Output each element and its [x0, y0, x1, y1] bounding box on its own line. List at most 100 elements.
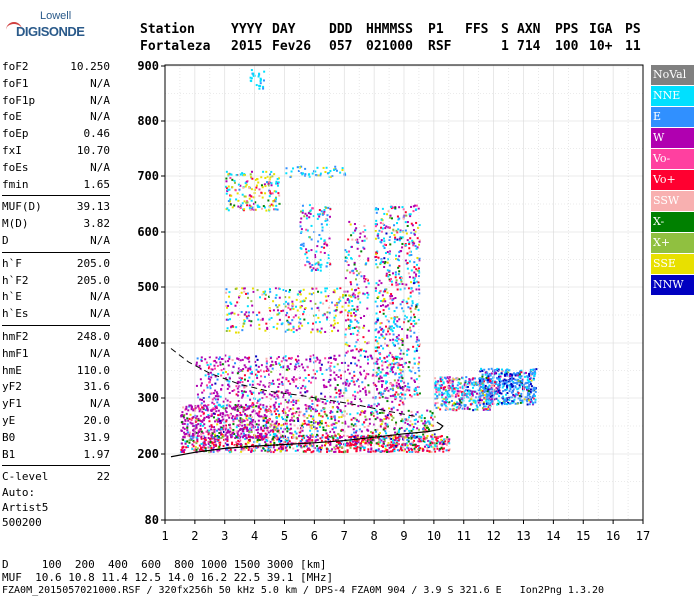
header-label: FFS	[465, 22, 489, 37]
real-height-profile-line	[170, 421, 444, 458]
x-tick-label: 3	[221, 529, 228, 543]
header-value: 10+	[589, 39, 613, 54]
logo-swoosh-icon	[6, 22, 22, 38]
x-tick-label: 9	[400, 529, 407, 543]
param-row: MUF(D) 39.13	[2, 200, 110, 217]
y-tick-label: 400	[137, 336, 159, 350]
param-value: 3.82	[83, 217, 111, 231]
legend-item: NNE	[651, 86, 694, 106]
header-value: 2015	[231, 39, 263, 54]
param-row: h`F 205.0	[2, 257, 110, 274]
param-row: foF2 10.250	[2, 60, 110, 77]
y-tick-label: 700	[137, 169, 159, 183]
header-label: P1	[428, 22, 444, 37]
legend: NoVal NNE E W Vo- Vo+ SSW X- X+ SSE NNW	[651, 65, 694, 296]
y-tick-label: 500	[137, 280, 159, 294]
legend-item: E	[651, 107, 694, 127]
param-value: N/A	[90, 346, 110, 360]
param-name: MUF(D)	[2, 200, 42, 214]
extrapolated-profile-line	[170, 348, 420, 418]
header-label: PPS	[555, 22, 579, 37]
x-tick-label: 12	[486, 529, 500, 543]
header-label: PS	[625, 22, 641, 37]
param-value: 205.0	[76, 256, 110, 270]
header-value: 1	[501, 39, 509, 54]
footer-distance-row: D 100 200 400 600 800 1000 1500 3000 [km…	[2, 558, 327, 571]
param-name: D	[2, 233, 9, 247]
param-name: yF1	[2, 397, 22, 411]
logo-line1: Lowell	[40, 10, 72, 22]
y-tick-label: 600	[137, 225, 159, 239]
param-name: foEp	[2, 127, 29, 141]
param-value: 1.97	[83, 447, 111, 461]
x-tick-label: 10	[427, 529, 441, 543]
param-separator	[2, 465, 110, 470]
param-value: 20.0	[83, 413, 111, 427]
header-value: 714	[517, 39, 541, 54]
x-tick-label: 15	[576, 529, 590, 543]
auto-label: Auto:	[2, 486, 36, 499]
legend-item: SSE	[651, 254, 694, 274]
param-value: 10.250	[70, 60, 110, 73]
param-row: foE N/A	[2, 110, 110, 127]
param-row: foF1 N/A	[2, 77, 110, 94]
param-row: foEs N/A	[2, 161, 110, 178]
x-tick-label: 17	[636, 529, 650, 543]
header-label: DAY	[272, 22, 296, 37]
param-name: h`E	[2, 290, 22, 304]
header-label: S	[501, 22, 509, 37]
x-tick-label: 2	[191, 529, 198, 543]
param-value: 248.0	[76, 329, 110, 343]
legend-item: Vo+	[651, 170, 694, 190]
param-name: B0	[2, 430, 16, 444]
param-value: N/A	[90, 76, 110, 90]
param-value: N/A	[90, 160, 110, 174]
param-row: D N/A	[2, 234, 110, 251]
y-tick-label: 800	[137, 114, 159, 128]
param-value: 0.46	[83, 127, 111, 141]
header-label: AXN	[517, 22, 541, 37]
param-name: fxI	[2, 143, 22, 157]
header-label: DDD	[329, 22, 353, 37]
legend-item: NoVal	[651, 65, 694, 85]
auto-code: 500200	[2, 516, 42, 529]
param-value: N/A	[90, 397, 110, 411]
param-value: N/A	[90, 93, 110, 107]
param-row: foF1p N/A	[2, 94, 110, 111]
param-name: M(D)	[2, 217, 29, 231]
param-value: N/A	[90, 290, 110, 304]
param-row: h`F2 205.0	[2, 274, 110, 291]
auto-artist: Artist5	[2, 501, 49, 514]
param-name: foF2	[2, 60, 29, 73]
param-value: N/A	[90, 233, 110, 247]
header-value: 100	[555, 39, 579, 54]
x-tick-label: 14	[546, 529, 560, 543]
param-name: foEs	[2, 160, 29, 174]
param-row: hmF2 248.0	[2, 330, 110, 347]
legend-item: NNW	[651, 275, 694, 295]
param-row: yF2 31.6	[2, 380, 110, 397]
y-tick-label: 300	[137, 391, 159, 405]
header-label: HHMMSS	[366, 22, 413, 37]
legend-item: Vo-	[651, 149, 694, 169]
param-value: 110.0	[76, 363, 110, 377]
param-name: h`Es	[2, 307, 29, 321]
header-value: 057	[329, 39, 353, 54]
header-value: RSF	[428, 39, 452, 54]
param-value: 39.13	[76, 200, 110, 214]
x-tick-label: 7	[341, 529, 348, 543]
header-value: 021000	[366, 39, 413, 54]
y-tick-label: 900	[137, 59, 159, 73]
param-row: yE 20.0	[2, 414, 110, 431]
param-value: 31.9	[83, 430, 111, 444]
x-tick-label: 11	[457, 529, 471, 543]
param-row: foEp 0.46	[2, 127, 110, 144]
param-name: h`F2	[2, 273, 29, 287]
param-value: N/A	[90, 307, 110, 321]
x-tick-label: 8	[371, 529, 378, 543]
param-row: h`Es N/A	[2, 307, 110, 324]
param-name: foF1	[2, 76, 29, 90]
legend-item: SSW	[651, 191, 694, 211]
header-value: Fev26	[272, 39, 312, 54]
